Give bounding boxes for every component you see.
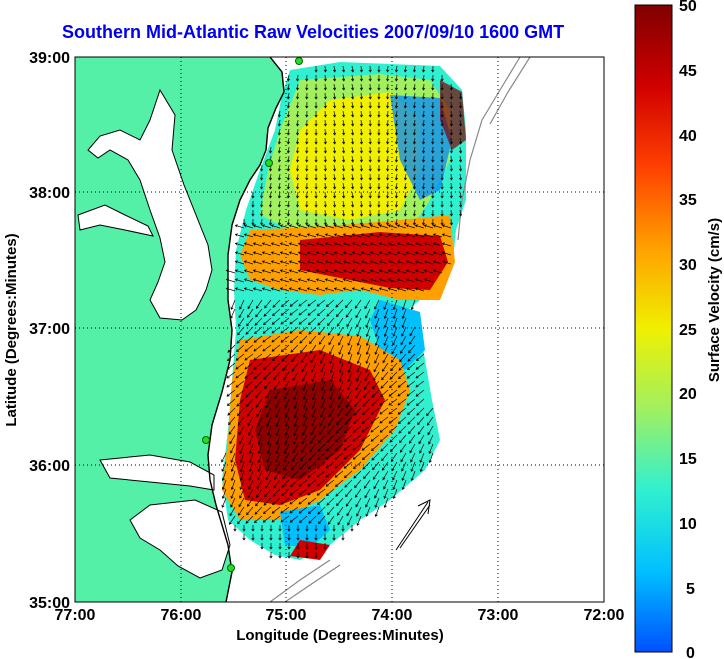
y-tick-label: 39:00 (29, 50, 70, 67)
x-tick-label: 72:00 (584, 607, 625, 624)
y-tick-label: 37:00 (29, 321, 70, 338)
x-tick-label: 73:00 (478, 607, 519, 624)
x-axis-title: Longitude (Degrees:Minutes) (236, 627, 444, 644)
colorbar-tick-label: 5 (686, 581, 695, 598)
colorbar-tick-label: 30 (679, 257, 697, 274)
scale-arrow (395, 499, 431, 551)
plot-frame (74, 56, 605, 603)
colorbar-tick-label: 15 (679, 451, 697, 468)
colorbar-tick-label: 50 (679, 0, 697, 15)
x-axis-ticks: 77:00 76:00 75:00 74:00 73:00 72:00 (55, 607, 625, 624)
y-axis-title: Latitude (Degrees:Minutes) (3, 233, 20, 426)
velocity-vectors (221, 65, 463, 559)
colorbar-tick-label: 20 (679, 386, 697, 403)
x-tick-label: 77:00 (55, 607, 96, 624)
coastline (207, 57, 285, 602)
colorbar (634, 4, 673, 653)
pamlico-sound (129, 499, 231, 579)
x-tick-label: 76:00 (161, 607, 202, 624)
colorbar-tick-label: 10 (679, 516, 697, 533)
x-tick-label: 75:00 (266, 607, 307, 624)
y-tick-label: 35:00 (29, 595, 70, 612)
y-tick-label: 36:00 (29, 458, 70, 475)
albemarle-sound (99, 454, 215, 491)
y-axis-ticks: 39:00 38:00 37:00 36:00 35:00 (29, 50, 70, 612)
colorbar-tick-label: 25 (679, 322, 697, 339)
radar-stations (202, 57, 303, 572)
velocity-field (222, 62, 466, 560)
colorbar-tick-label: 0 (686, 645, 695, 659)
colorbar-ticks: 50 45 40 35 30 25 20 15 10 5 0 (679, 0, 697, 659)
x-tick-label: 74:00 (372, 607, 413, 624)
potomac-river (77, 204, 154, 237)
vector-arrows (221, 65, 463, 559)
colorbar-title: Surface Velocity (cm/s) (706, 218, 723, 382)
colorbar-tick-label: 45 (679, 63, 697, 80)
map-title: Southern Mid-Atlantic Raw Velocities 200… (62, 22, 565, 42)
y-tick-label: 38:00 (29, 185, 70, 202)
bathymetry-contours (269, 57, 531, 602)
colorbar-tick-label: 35 (679, 192, 697, 209)
chesapeake-bay (87, 88, 213, 321)
colorbar-tick-label: 40 (679, 128, 697, 145)
